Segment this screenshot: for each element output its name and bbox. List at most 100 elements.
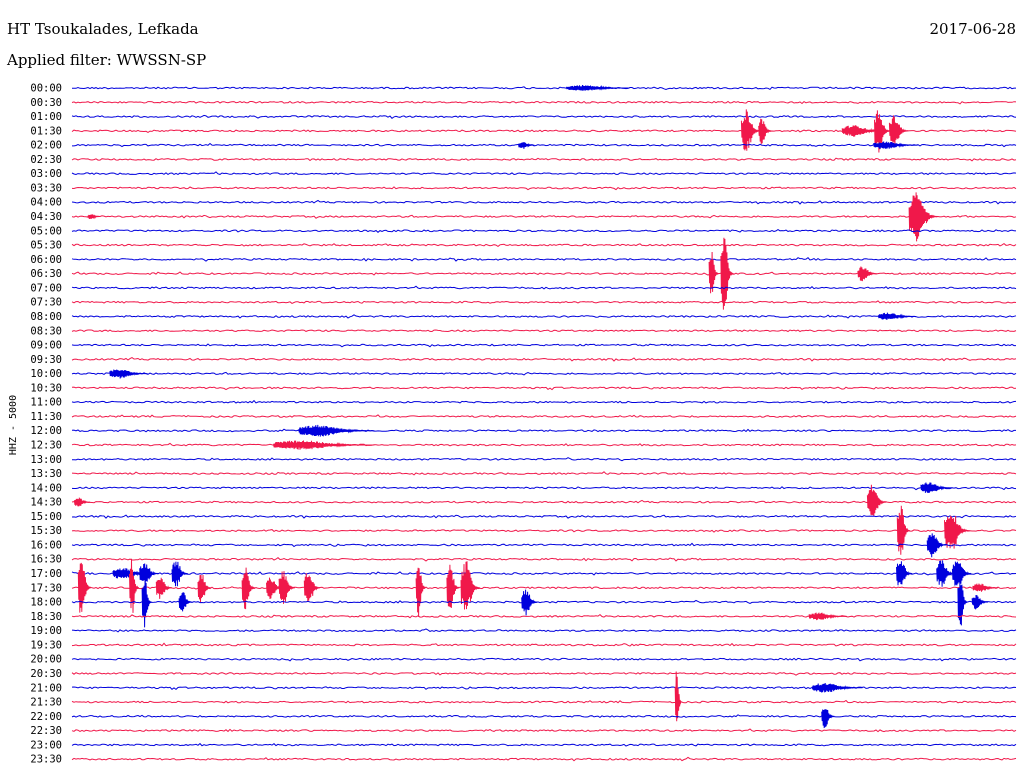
date-label: 2017-06-28 bbox=[929, 20, 1016, 38]
row-label: 18:30 bbox=[30, 611, 62, 623]
trace-1000 bbox=[71, 371, 1017, 376]
event-burst bbox=[873, 141, 918, 149]
row-label: 10:00 bbox=[30, 368, 62, 380]
event-burst bbox=[446, 564, 460, 608]
trace-1630 bbox=[71, 557, 1017, 562]
event-burst bbox=[521, 589, 538, 616]
row-label: 20:30 bbox=[30, 668, 62, 680]
row-label: 12:30 bbox=[30, 440, 62, 452]
row-label: 18:00 bbox=[30, 597, 62, 609]
event-burst bbox=[972, 583, 999, 592]
row-label: 12:00 bbox=[30, 425, 62, 437]
trace-1700 bbox=[71, 571, 1017, 576]
event-burst bbox=[139, 563, 159, 583]
row-label: 22:30 bbox=[30, 725, 62, 737]
trace-0500 bbox=[71, 229, 1017, 233]
event-burst bbox=[971, 594, 988, 610]
event-burst bbox=[866, 484, 887, 517]
row-label: 03:00 bbox=[30, 168, 62, 180]
trace-0530 bbox=[71, 242, 1017, 248]
trace-1200 bbox=[71, 428, 1016, 433]
trace-1900 bbox=[71, 628, 1017, 633]
row-label: 20:00 bbox=[30, 654, 62, 666]
trace-0030 bbox=[71, 100, 1017, 105]
event-burst bbox=[908, 192, 938, 242]
station-title: HT Tsoukalades, Lefkada bbox=[7, 20, 199, 38]
event-burst bbox=[241, 567, 255, 610]
trace-1400 bbox=[71, 486, 1017, 491]
trace-1100 bbox=[71, 399, 1017, 404]
row-label: 01:00 bbox=[30, 111, 62, 123]
row-label: 15:00 bbox=[30, 511, 62, 523]
row-label: 05:30 bbox=[30, 240, 62, 252]
row-label: 13:30 bbox=[30, 468, 62, 480]
row-label: 09:30 bbox=[30, 354, 62, 366]
event-burst bbox=[73, 497, 91, 507]
trace-1530 bbox=[71, 529, 1017, 533]
row-label: 17:00 bbox=[30, 568, 62, 580]
trace-1500 bbox=[71, 514, 1017, 519]
row-label: 00:30 bbox=[30, 97, 62, 109]
row-label: 02:30 bbox=[30, 154, 62, 166]
row-label: 16:30 bbox=[30, 554, 62, 566]
row-label: 19:00 bbox=[30, 625, 62, 637]
trace-1830 bbox=[71, 613, 1017, 619]
row-label: 14:00 bbox=[30, 482, 62, 494]
row-label: 09:00 bbox=[30, 340, 62, 352]
row-label: 07:30 bbox=[30, 297, 62, 309]
trace-0000 bbox=[72, 86, 1016, 91]
event-burst bbox=[77, 562, 92, 613]
row-label: 23:30 bbox=[30, 754, 62, 766]
event-burst bbox=[566, 84, 630, 91]
event-burst bbox=[896, 561, 913, 586]
event-burst bbox=[415, 567, 426, 617]
channel-label: HHZ - 5000 bbox=[8, 395, 19, 455]
trace-0730 bbox=[71, 300, 1017, 304]
row-label: 14:30 bbox=[30, 497, 62, 509]
row-label: 11:30 bbox=[30, 411, 62, 423]
event-burst bbox=[298, 424, 375, 437]
trace-2100 bbox=[71, 685, 1017, 691]
trace-0830 bbox=[71, 329, 1017, 333]
trace-0900 bbox=[71, 343, 1016, 348]
event-burst bbox=[951, 561, 972, 587]
row-label: 05:00 bbox=[30, 225, 62, 237]
event-burst bbox=[178, 592, 192, 612]
trace-0330 bbox=[71, 186, 1017, 191]
row-label: 23:00 bbox=[30, 739, 62, 751]
event-burst bbox=[877, 312, 917, 320]
trace-1030 bbox=[71, 386, 1017, 391]
event-burst bbox=[957, 584, 968, 626]
row-label: 02:00 bbox=[30, 140, 62, 152]
event-burst bbox=[920, 482, 953, 493]
trace-1800 bbox=[71, 599, 1017, 605]
trace-0800 bbox=[71, 314, 1017, 319]
trace-0600 bbox=[71, 257, 1017, 262]
row-label: 06:00 bbox=[30, 254, 62, 266]
trace-2200 bbox=[71, 714, 1017, 719]
trace-2000 bbox=[71, 657, 1017, 662]
trace-0300 bbox=[71, 171, 1017, 176]
event-burst bbox=[460, 561, 481, 610]
row-label: 08:30 bbox=[30, 325, 62, 337]
trace-0100 bbox=[71, 114, 1017, 119]
trace-2330 bbox=[71, 756, 1017, 762]
trace-2300 bbox=[71, 742, 1017, 747]
event-burst bbox=[518, 142, 535, 149]
trace-1930 bbox=[71, 642, 1017, 647]
event-burst bbox=[129, 558, 140, 613]
event-burst bbox=[278, 571, 295, 604]
trace-1130 bbox=[71, 414, 1017, 418]
trace-1330 bbox=[71, 471, 1017, 476]
row-label: 16:00 bbox=[30, 539, 62, 551]
trace-1230 bbox=[71, 442, 1017, 447]
row-label: 08:00 bbox=[30, 311, 62, 323]
row-label: 21:00 bbox=[30, 682, 62, 694]
event-burst bbox=[303, 573, 321, 602]
event-burst bbox=[109, 369, 148, 379]
event-burst bbox=[155, 577, 173, 599]
trace-0230 bbox=[71, 157, 1017, 162]
row-label: 15:30 bbox=[30, 525, 62, 537]
event-burst bbox=[740, 109, 761, 151]
